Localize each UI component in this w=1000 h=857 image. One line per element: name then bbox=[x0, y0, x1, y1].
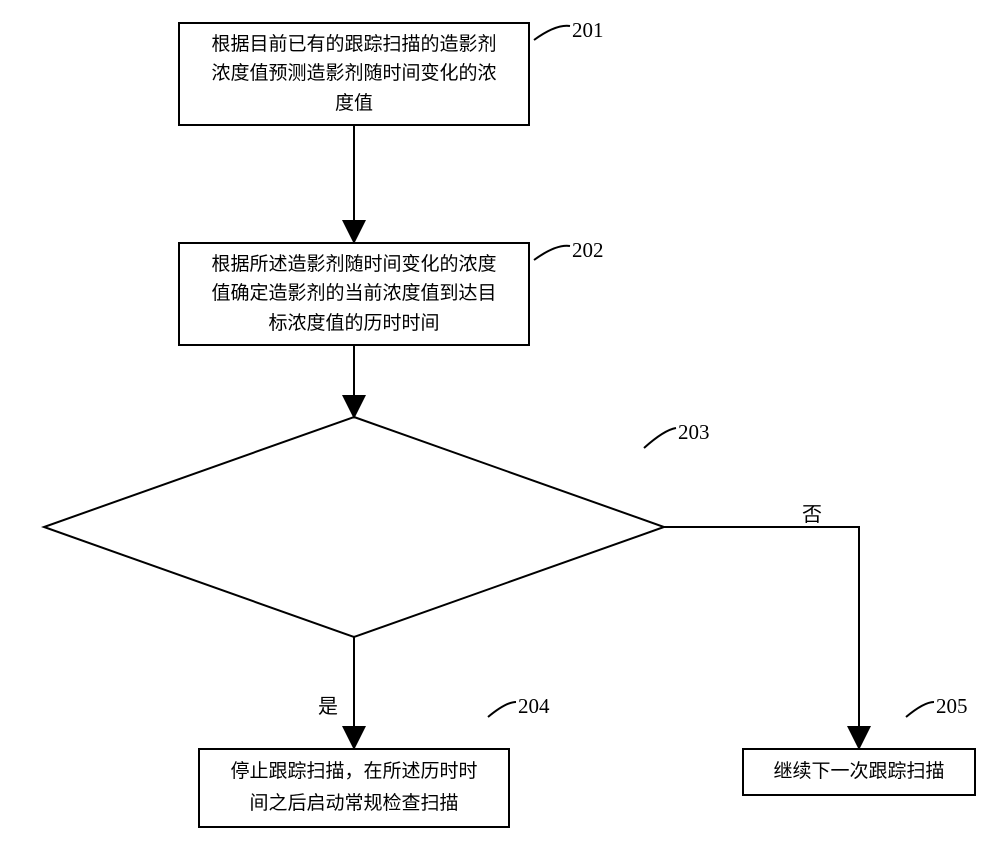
decision-203: 判断所述历时时间是否小于预设时间阈值 bbox=[44, 417, 664, 637]
decision-203-text: 判断所述历时时间是否小于预设时间阈值 bbox=[183, 514, 525, 541]
process-205-text: 继续下一次跟踪扫描 bbox=[765, 754, 952, 791]
callout-202 bbox=[534, 246, 570, 260]
id-label-204: 204 bbox=[518, 694, 550, 719]
process-204-text: 停止跟踪扫描，在所述历时时间之后启动常规检查扫描 bbox=[222, 752, 485, 825]
process-201-text: 根据目前已有的跟踪扫描的造影剂浓度值预测造影剂随时间变化的浓度值 bbox=[203, 26, 504, 122]
id-label-202: 202 bbox=[572, 238, 604, 263]
edge-203-205 bbox=[664, 527, 859, 748]
id-label-201: 201 bbox=[572, 18, 604, 43]
id-label-203: 203 bbox=[678, 420, 710, 445]
process-204: 停止跟踪扫描，在所述历时时间之后启动常规检查扫描 bbox=[198, 748, 510, 828]
callout-204 bbox=[488, 702, 516, 717]
process-201: 根据目前已有的跟踪扫描的造影剂浓度值预测造影剂随时间变化的浓度值 bbox=[178, 22, 530, 126]
process-202: 根据所述造影剂随时间变化的浓度值确定造影剂的当前浓度值到达目标浓度值的历时时间 bbox=[178, 242, 530, 346]
process-205: 继续下一次跟踪扫描 bbox=[742, 748, 976, 796]
branch-no-label: 否 bbox=[802, 498, 822, 527]
branch-yes-label: 是 bbox=[318, 690, 338, 719]
callout-201 bbox=[534, 26, 570, 40]
process-202-text: 根据所述造影剂随时间变化的浓度值确定造影剂的当前浓度值到达目标浓度值的历时时间 bbox=[203, 246, 504, 342]
callout-205 bbox=[906, 702, 934, 717]
id-label-205: 205 bbox=[936, 694, 968, 719]
